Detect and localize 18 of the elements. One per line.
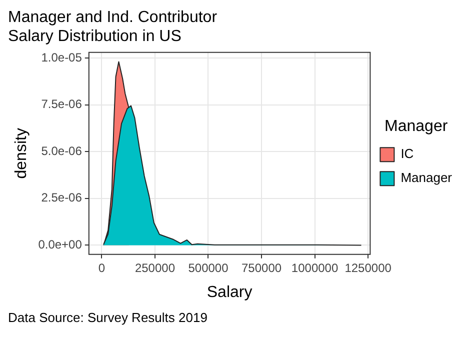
y-tick-label: 7.5e-06 [41, 97, 82, 112]
y-tick-label: 1.0e-05 [41, 50, 82, 64]
y-tick-label: 2.5e-06 [41, 190, 82, 205]
chart-title: Manager and Ind. Contributor Salary Distribution in US [8, 9, 218, 46]
x-tick-label: 250000 [134, 260, 176, 275]
legend-title: Manager [384, 118, 448, 135]
legend-label: Manager [400, 170, 453, 186]
y-tick-label: 5.0e-06 [41, 144, 82, 158]
y-axis-title: density [13, 128, 30, 179]
x-tick-label: 0 [98, 260, 106, 275]
source-note: Data Source: Survey Results 2019 [8, 310, 208, 325]
x-tick-label: 750000 [241, 260, 282, 275]
x-tick-label: 1250000 [344, 260, 392, 275]
legend-label: IC [400, 146, 414, 162]
x-axis-title: Salary [206, 284, 252, 301]
y-tick-label: 0.0e+00 [38, 238, 82, 252]
x-tick-label: 1000000 [291, 260, 338, 275]
x-tick-label: 500000 [188, 260, 229, 275]
